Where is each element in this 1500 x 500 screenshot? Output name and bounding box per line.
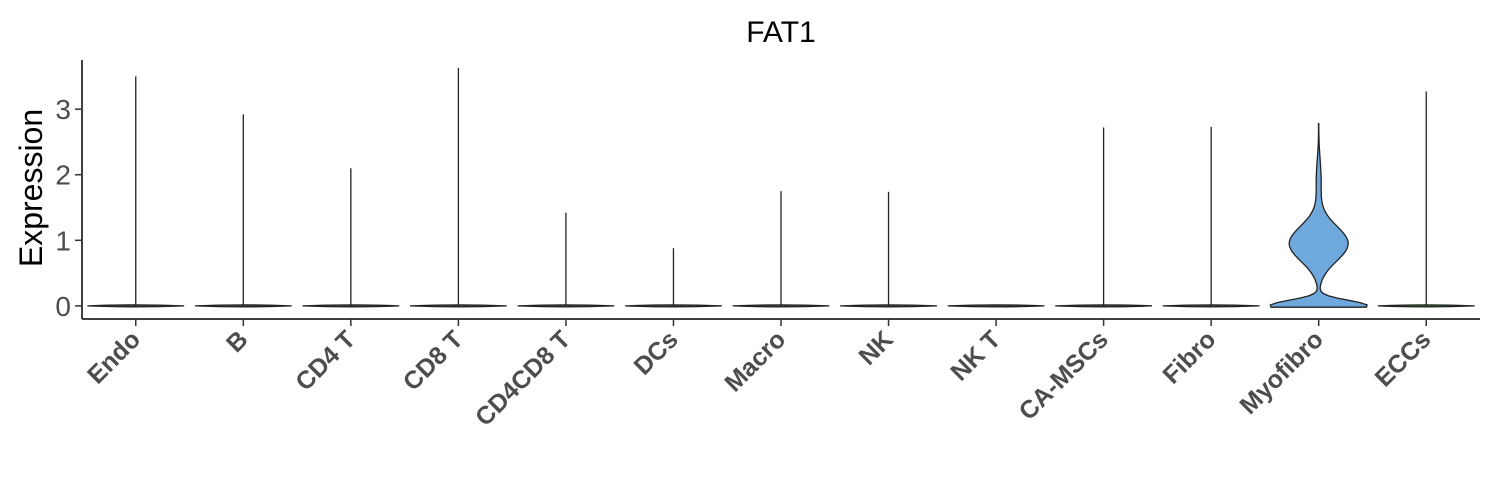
violin-myofibro	[1269, 122, 1368, 308]
plot-area: 0 1 2 3 Endo B CD4 T CD8 T CD4CD8 T DCs Macro NK NK …	[55, 60, 1480, 432]
x-tick-label: NK T	[945, 325, 1006, 386]
x-tick-label: DCs	[629, 325, 684, 380]
x-tick-label: B	[221, 325, 254, 358]
x-tick-label: Myofibro	[1235, 325, 1329, 419]
x-tick-label: CD4 T	[290, 325, 361, 396]
x-tick-label: CD8 T	[398, 325, 469, 396]
y-tick-label: 0	[55, 291, 71, 322]
violin-nk-t	[947, 304, 1045, 308]
x-tick-label: NK	[853, 325, 898, 370]
chart-title: FAT1	[746, 16, 815, 49]
x-tick-label: ECCs	[1370, 325, 1437, 392]
x-tick-label: Macro	[719, 325, 791, 397]
y-tick-label: 2	[55, 160, 71, 191]
y-axis-label: Expression	[13, 109, 49, 267]
x-tick-label: CD4CD8 T	[470, 325, 576, 431]
y-tick-label: 3	[55, 94, 71, 125]
x-tick-label: Fibro	[1157, 325, 1221, 389]
x-tick-label: Endo	[82, 325, 146, 389]
y-tick-label: 1	[55, 225, 71, 256]
x-tick-label: CA-MSCs	[1014, 325, 1114, 425]
